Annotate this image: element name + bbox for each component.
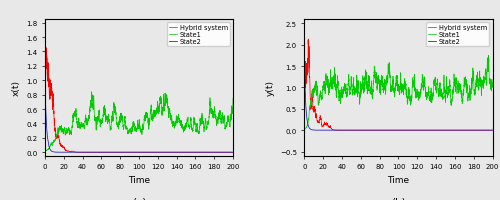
Y-axis label: y(t): y(t) [266,80,274,96]
Hybrid system [396,129,402,132]
Hybrid system [339,129,345,132]
State2 [382,129,388,132]
Hybrid system [306,39,312,41]
Hybrid system [122,151,128,154]
State2 [68,151,74,154]
Line: State1: State1 [45,92,233,151]
Line: State2: State2 [45,81,233,152]
State2 [230,151,236,154]
Hybrid system [136,151,142,154]
State2 [302,63,308,66]
Y-axis label: x(t): x(t) [12,80,20,96]
Hybrid system [124,151,130,154]
State1 [384,82,390,84]
State1 [486,55,492,57]
State2 [339,129,345,132]
Hybrid system [384,129,390,132]
Legend: Hybrid system, State1, State2: Hybrid system, State1, State2 [426,23,489,47]
Hybrid system [68,150,74,153]
Line: State2: State2 [304,65,492,130]
State2 [430,129,436,132]
State2 [490,129,496,132]
State2 [122,151,128,154]
Line: State1: State1 [304,56,492,130]
Hybrid system [80,151,86,154]
State2 [328,129,334,132]
State2 [136,151,142,154]
Legend: Hybrid system, State1, State2: Hybrid system, State1, State2 [167,23,230,47]
State1 [124,128,130,130]
Hybrid system [42,26,48,29]
Text: (a): (a) [132,197,146,200]
State2 [80,151,86,154]
Hybrid system [230,151,236,154]
State1 [230,98,236,100]
Hybrid system [42,37,48,39]
State1 [396,89,402,92]
State1 [170,121,176,123]
Hybrid system [170,151,176,154]
State2 [42,80,48,82]
State1 [490,85,496,88]
State1 [339,89,345,91]
Hybrid system [328,127,334,130]
State1 [382,79,388,81]
Hybrid system [490,129,496,132]
State1 [42,150,48,152]
State2 [396,129,402,132]
State1 [302,128,308,131]
State1 [302,128,308,131]
Text: (b): (b) [391,197,406,200]
State1 [80,124,86,127]
Hybrid system [382,129,388,132]
State1 [68,133,74,135]
Hybrid system [430,129,436,132]
State1 [328,85,334,87]
State1 [430,95,436,97]
State2 [170,151,176,154]
Line: Hybrid system: Hybrid system [45,27,233,152]
State1 [88,91,94,94]
X-axis label: Time: Time [128,175,150,184]
Line: Hybrid system: Hybrid system [304,40,492,130]
State1 [122,116,128,118]
State2 [384,129,390,132]
Hybrid system [302,63,308,66]
State1 [136,125,142,127]
X-axis label: Time: Time [388,175,409,184]
State2 [124,151,130,154]
